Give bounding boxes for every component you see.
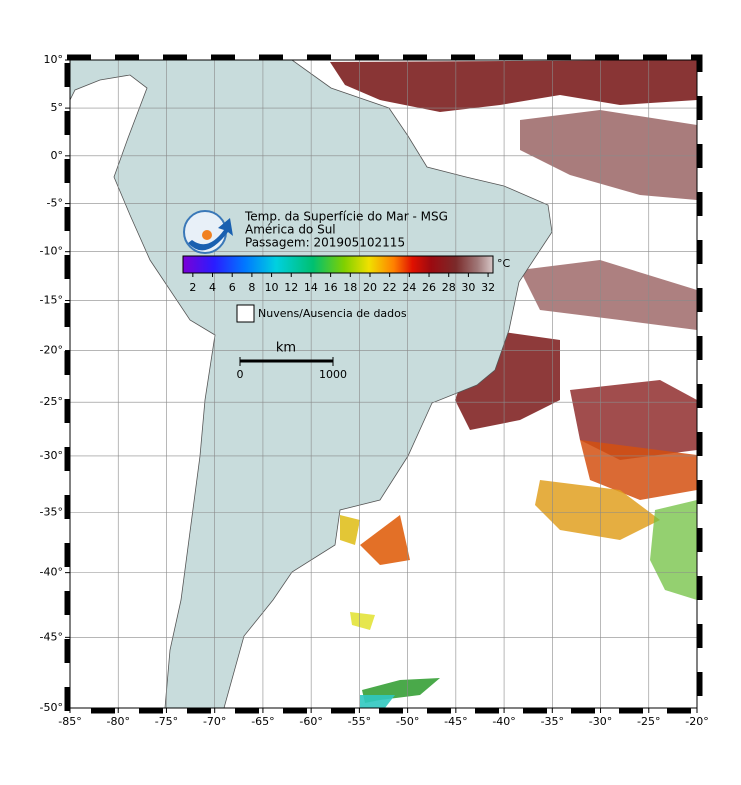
colorbar-tick-label: 32 <box>481 281 495 294</box>
x-tick-label: -40° <box>492 715 515 728</box>
legend-swatch <box>236 304 255 323</box>
colorbar-tick-label: 12 <box>284 281 298 294</box>
scale-tick-label: 1000 <box>319 368 347 381</box>
y-tick-label: -50° <box>40 701 63 714</box>
legend-label: Nuvens/Ausencia de dados <box>258 307 407 320</box>
y-tick-label: -25° <box>40 395 63 408</box>
x-tick-label: -60° <box>299 715 322 728</box>
scale-unit: km <box>276 341 296 356</box>
x-tick-label: -75° <box>155 715 178 728</box>
x-tick-label: -85° <box>58 715 81 728</box>
logo <box>183 210 233 254</box>
x-tick-label: -30° <box>589 715 612 728</box>
title-line: Passagem: 201905102115 <box>245 236 405 250</box>
y-tick-label: -30° <box>40 449 63 462</box>
colorbar-unit: °C <box>497 257 511 270</box>
x-tick-label: -20° <box>685 715 708 728</box>
x-tick-label: -45° <box>444 715 467 728</box>
colorbar-tick-label: 30 <box>461 281 475 294</box>
colorbar-tick-label: 8 <box>248 281 255 294</box>
colorbar-tick-label: 24 <box>402 281 416 294</box>
y-tick-label: -40° <box>40 566 63 579</box>
colorbar-tick-label: 10 <box>265 281 279 294</box>
y-tick-label: -20° <box>40 344 63 357</box>
x-tick-label: -70° <box>203 715 226 728</box>
scale-tick-label: 0 <box>237 368 244 381</box>
x-tick-label: -80° <box>106 715 129 728</box>
y-tick-label: -10° <box>40 245 63 258</box>
y-tick-label: -15° <box>40 294 63 307</box>
colorbar-tick-label: 26 <box>422 281 436 294</box>
sst-patches <box>330 60 697 708</box>
title-line: Temp. da Superfície do Mar - MSG <box>244 210 448 224</box>
x-tick-label: -65° <box>251 715 274 728</box>
x-tick-label: -55° <box>348 715 371 728</box>
x-tick-label: -50° <box>396 715 419 728</box>
frame-border <box>64 54 703 714</box>
map-body <box>70 60 697 708</box>
x-tick-label: -35° <box>541 715 564 728</box>
colorbar-tick-label: 20 <box>363 281 377 294</box>
colorbar-tick-label: 14 <box>304 281 318 294</box>
title-line: América do Sul <box>245 223 336 237</box>
colorbar <box>182 255 494 274</box>
colorbar-tick-label: 16 <box>324 281 338 294</box>
y-tick-label: -5° <box>47 197 63 210</box>
x-tick-label: -25° <box>637 715 660 728</box>
y-tick-label: -45° <box>40 630 63 643</box>
grid <box>70 60 697 708</box>
y-tick-label: 5° <box>51 101 64 114</box>
y-tick-label: 0° <box>51 149 64 162</box>
colorbar-tick-label: 4 <box>209 281 216 294</box>
colorbar-tick-label: 28 <box>442 281 456 294</box>
colorbar-tick-label: 6 <box>229 281 236 294</box>
labels: -85° -80° -75° -70° -65° -60° -55° -50° -45° -40°… <box>40 53 709 728</box>
y-tick-label: 10° <box>44 53 64 66</box>
colorbar-tick-label: 18 <box>343 281 357 294</box>
colorbar-tick-label: 22 <box>383 281 397 294</box>
y-tick-label: -35° <box>40 505 63 518</box>
colorbar-tick-label: 2 <box>189 281 196 294</box>
frame <box>69 59 698 709</box>
